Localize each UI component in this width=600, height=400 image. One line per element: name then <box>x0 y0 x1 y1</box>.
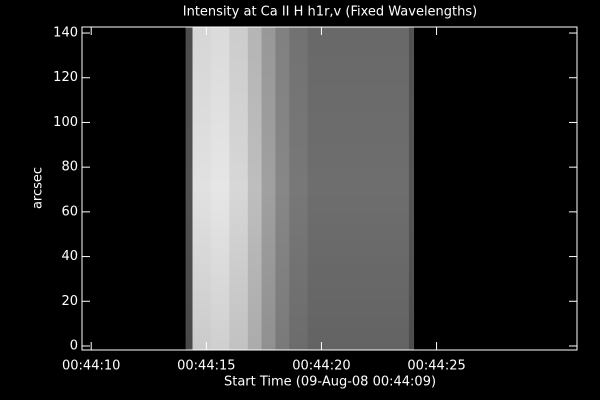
y-tick-label: 20 <box>61 294 78 309</box>
x-tick-label: 00:44:15 <box>177 359 235 374</box>
y-tick-label: 80 <box>61 160 78 175</box>
image-shade <box>185 27 414 350</box>
y-tick-label: 0 <box>70 338 78 353</box>
chart-title: Intensity at Ca II H h1r,v (Fixed Wavele… <box>183 5 477 20</box>
x-tick-label: 00:44:10 <box>62 359 120 374</box>
y-axis-label: arcsec <box>31 167 46 209</box>
y-tick-label: 60 <box>61 204 78 219</box>
y-tick-label: 120 <box>53 70 78 85</box>
plot-frame <box>81 26 578 351</box>
y-tick-label: 140 <box>53 26 78 41</box>
image <box>185 27 415 350</box>
x-axis-label: Start Time (09-Aug-08 00:44:09) <box>224 375 436 390</box>
x-tick-label: 00:44:25 <box>407 359 465 374</box>
x-tick-label: 00:44:20 <box>292 359 350 374</box>
y-tick-label: 40 <box>61 249 78 264</box>
y-tick-label: 100 <box>53 115 78 130</box>
